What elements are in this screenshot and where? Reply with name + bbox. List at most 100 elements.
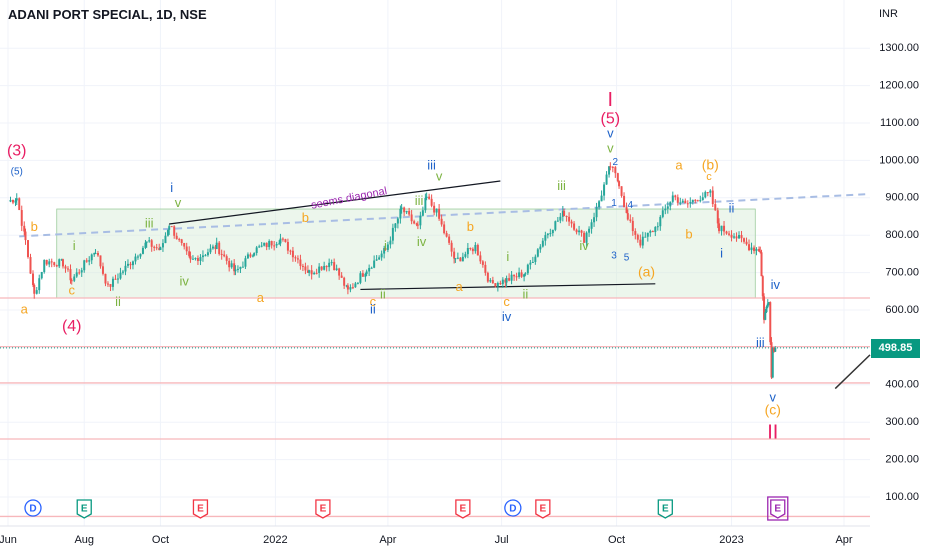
candle-body[interactable]	[770, 342, 773, 378]
candle-body[interactable]	[750, 247, 753, 251]
dividend-marker[interactable]: D	[504, 499, 522, 517]
candle-body[interactable]	[771, 347, 774, 378]
candle-body[interactable]	[469, 247, 472, 249]
earnings-marker[interactable]: E	[455, 499, 471, 519]
diagonal-lower-trendline[interactable]	[360, 283, 656, 291]
candle-body[interactable]	[735, 236, 738, 239]
candle-body[interactable]	[634, 231, 637, 235]
candle-body[interactable]	[761, 276, 764, 297]
candle-body[interactable]	[144, 242, 147, 248]
candle-body[interactable]	[225, 256, 228, 261]
candle-body[interactable]	[534, 256, 537, 262]
candle-body[interactable]	[501, 279, 504, 285]
candle-body[interactable]	[93, 253, 96, 255]
candle-body[interactable]	[94, 253, 97, 255]
price-axis[interactable]: 1300.00 1200.00 1100.00 1000.00 900.00 800.00…	[879, 42, 919, 503]
candle-body[interactable]	[278, 243, 281, 245]
candle-body[interactable]	[740, 235, 743, 239]
candle-body[interactable]	[260, 245, 263, 247]
candle-body[interactable]	[513, 274, 516, 277]
candle-body[interactable]	[421, 210, 424, 216]
candle-body[interactable]	[549, 233, 552, 235]
candle-body[interactable]	[766, 303, 769, 307]
candle-body[interactable]	[403, 207, 406, 213]
candle-body[interactable]	[440, 218, 443, 225]
candle-body[interactable]	[364, 273, 367, 277]
candle-body[interactable]	[191, 258, 194, 260]
candle-body[interactable]	[375, 259, 378, 261]
candle-body[interactable]	[573, 223, 576, 230]
candle-body[interactable]	[161, 243, 164, 248]
candle-body[interactable]	[755, 249, 758, 251]
candle-body[interactable]	[35, 290, 38, 294]
candle-body[interactable]	[454, 258, 457, 260]
candle-body[interactable]	[706, 192, 709, 194]
candle-body[interactable]	[194, 258, 197, 260]
candle-body[interactable]	[505, 278, 508, 283]
candle-body[interactable]	[218, 242, 221, 254]
candle-body[interactable]	[255, 247, 258, 254]
candle-body[interactable]	[438, 208, 441, 219]
candle-body[interactable]	[471, 248, 474, 252]
dividend-marker[interactable]: D	[24, 499, 42, 517]
candle-body[interactable]	[294, 257, 297, 259]
candle-body[interactable]	[546, 233, 549, 236]
candle-body[interactable]	[201, 255, 204, 258]
candle-body[interactable]	[484, 264, 487, 273]
candle-body[interactable]	[209, 248, 212, 253]
candle-body[interactable]	[410, 214, 413, 222]
candle-body[interactable]	[760, 252, 763, 277]
candle-body[interactable]	[85, 260, 88, 262]
candle-body[interactable]	[384, 248, 387, 250]
candle-body[interactable]	[333, 262, 336, 271]
candle-body[interactable]	[88, 260, 91, 262]
candle-body[interactable]	[600, 195, 603, 202]
candle-body[interactable]	[241, 266, 244, 268]
candle-body[interactable]	[50, 261, 53, 263]
candle-body[interactable]	[351, 287, 354, 289]
candle-body[interactable]	[769, 302, 772, 343]
candle-body[interactable]	[536, 249, 539, 257]
candle-body[interactable]	[674, 195, 677, 198]
candle-body[interactable]	[26, 240, 29, 258]
candle-body[interactable]	[456, 257, 459, 259]
candle-body[interactable]	[239, 266, 242, 269]
candle-body[interactable]	[765, 306, 768, 313]
candle-body[interactable]	[616, 173, 619, 182]
candle-body[interactable]	[18, 198, 21, 211]
candle-body[interactable]	[48, 261, 51, 265]
candle-body[interactable]	[396, 218, 399, 224]
candle-body[interactable]	[38, 278, 41, 291]
candle-body[interactable]	[268, 241, 271, 248]
candle-body[interactable]	[189, 256, 192, 260]
candle-body[interactable]	[704, 192, 707, 198]
candle-body[interactable]	[684, 200, 687, 204]
candle-body[interactable]	[768, 302, 771, 304]
candle-body[interactable]	[383, 248, 386, 254]
candle-body[interactable]	[66, 268, 69, 270]
candle-body[interactable]	[544, 235, 547, 241]
candle-body[interactable]	[141, 247, 144, 254]
candle-body[interactable]	[720, 225, 723, 232]
earnings-marker[interactable]: E	[76, 499, 92, 519]
candle-body[interactable]	[104, 273, 107, 284]
candle-body[interactable]	[58, 259, 61, 267]
candle-body[interactable]	[134, 256, 137, 262]
candle-body[interactable]	[131, 261, 134, 266]
earnings-marker[interactable]: E	[767, 496, 789, 521]
candle-body[interactable]	[325, 265, 328, 268]
candle-body[interactable]	[716, 210, 719, 224]
candle-body[interactable]	[313, 272, 316, 275]
candle-body[interactable]	[215, 242, 218, 250]
candle-body[interactable]	[308, 270, 311, 273]
diagonal-upper-trendline[interactable]	[169, 180, 501, 225]
candle-body[interactable]	[168, 226, 171, 230]
candle-body[interactable]	[145, 241, 148, 243]
candle-body[interactable]	[605, 174, 608, 185]
candle-body[interactable]	[349, 287, 352, 290]
candle-body[interactable]	[111, 278, 114, 287]
candle-body[interactable]	[743, 238, 746, 242]
candle-body[interactable]	[686, 203, 689, 205]
candle-body[interactable]	[416, 224, 419, 226]
candle-body[interactable]	[31, 273, 34, 285]
